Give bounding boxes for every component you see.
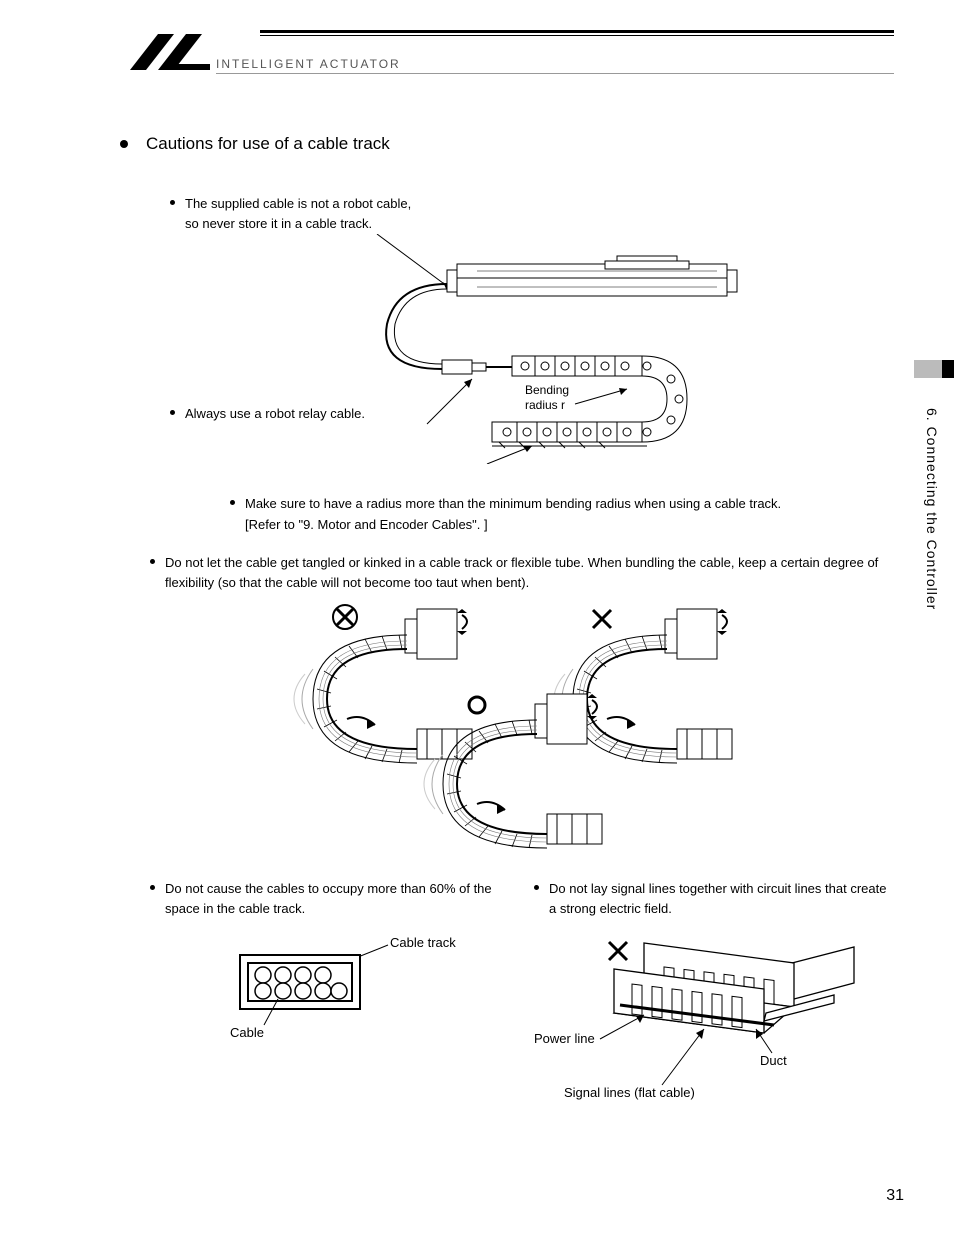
side-tab-text: 6. Connecting the Controller [924, 408, 940, 610]
bullet-icon [170, 410, 175, 415]
bad-mark-icon [333, 605, 357, 629]
bullet-text: Do not cause the cables to occupy more t… [165, 879, 494, 919]
good-mark-icon [469, 697, 485, 713]
cable-track-icon [492, 356, 687, 448]
figure-cable-section: Cable track Cable [150, 933, 494, 1059]
col-left: Do not cause the cables to occupy more t… [150, 879, 494, 1119]
bullet-tangled: Do not let the cable get tangled or kink… [150, 553, 894, 593]
bullet-text: Do not lay signal lines together with ci… [549, 879, 894, 919]
header-rule-bottom [401, 60, 894, 74]
figure-actuator-track: Bending radius r [120, 234, 894, 464]
bullet-text: The supplied cable is not a robot cable,… [185, 194, 411, 234]
section-title-text: Cautions for use of a cable track [146, 134, 390, 154]
brand-logo: INTELLIGENT ACTUATOR [120, 30, 401, 74]
page-header: INTELLIGENT ACTUATOR [120, 30, 894, 74]
svg-text:Power line: Power line [534, 1031, 595, 1046]
bullet-icon [150, 885, 155, 890]
side-tab-bar [914, 360, 954, 378]
bullet-icon [150, 559, 155, 564]
side-tab: 6. Connecting the Controller [914, 360, 954, 610]
page-number: 31 [886, 1187, 904, 1205]
section-title: Cautions for use of a cable track [120, 134, 894, 154]
bullet-icon [534, 885, 539, 890]
bullet-supplied-cable: The supplied cable is not a robot cable,… [170, 194, 894, 234]
actuator-icon [447, 256, 737, 296]
bad-mark-icon [593, 610, 611, 628]
figure-bend-examples [120, 599, 894, 849]
bad-mark-icon [609, 942, 627, 960]
col-right: Do not lay signal lines together with ci… [534, 879, 894, 1119]
bullet-text: Do not let the cable get tangled or kink… [165, 553, 894, 593]
bullet-icon [230, 500, 235, 505]
bullet-text: Always use a robot relay cable. [185, 404, 365, 424]
page-root: INTELLIGENT ACTUATOR Cautions for use of… [0, 0, 954, 1235]
figure-duct: Power line Duct Signal lines (flat cable… [534, 933, 894, 1119]
brand-text: INTELLIGENT ACTUATOR [216, 57, 401, 74]
label-bending: Bending [525, 383, 569, 397]
bullet-occupy: Do not cause the cables to occupy more t… [150, 879, 494, 919]
bullet-signal-lines: Do not lay signal lines together with ci… [534, 879, 894, 919]
two-column-row: Do not cause the cables to occupy more t… [150, 879, 894, 1119]
bullet-text: Make sure to have a radius more than the… [245, 494, 781, 534]
logo-icon [120, 30, 210, 74]
bullet-robot-relay: Always use a robot relay cable. [170, 404, 894, 424]
svg-text:Signal lines (flat cable): Signal lines (flat cable) [564, 1085, 695, 1100]
bullet-icon [120, 140, 128, 148]
bullet-min-radius: Make sure to have a radius more than the… [230, 494, 894, 534]
bullet-icon [170, 200, 175, 205]
svg-text:Duct: Duct [760, 1053, 787, 1068]
svg-text:Cable track: Cable track [390, 935, 456, 950]
svg-text:Cable: Cable [230, 1025, 264, 1040]
